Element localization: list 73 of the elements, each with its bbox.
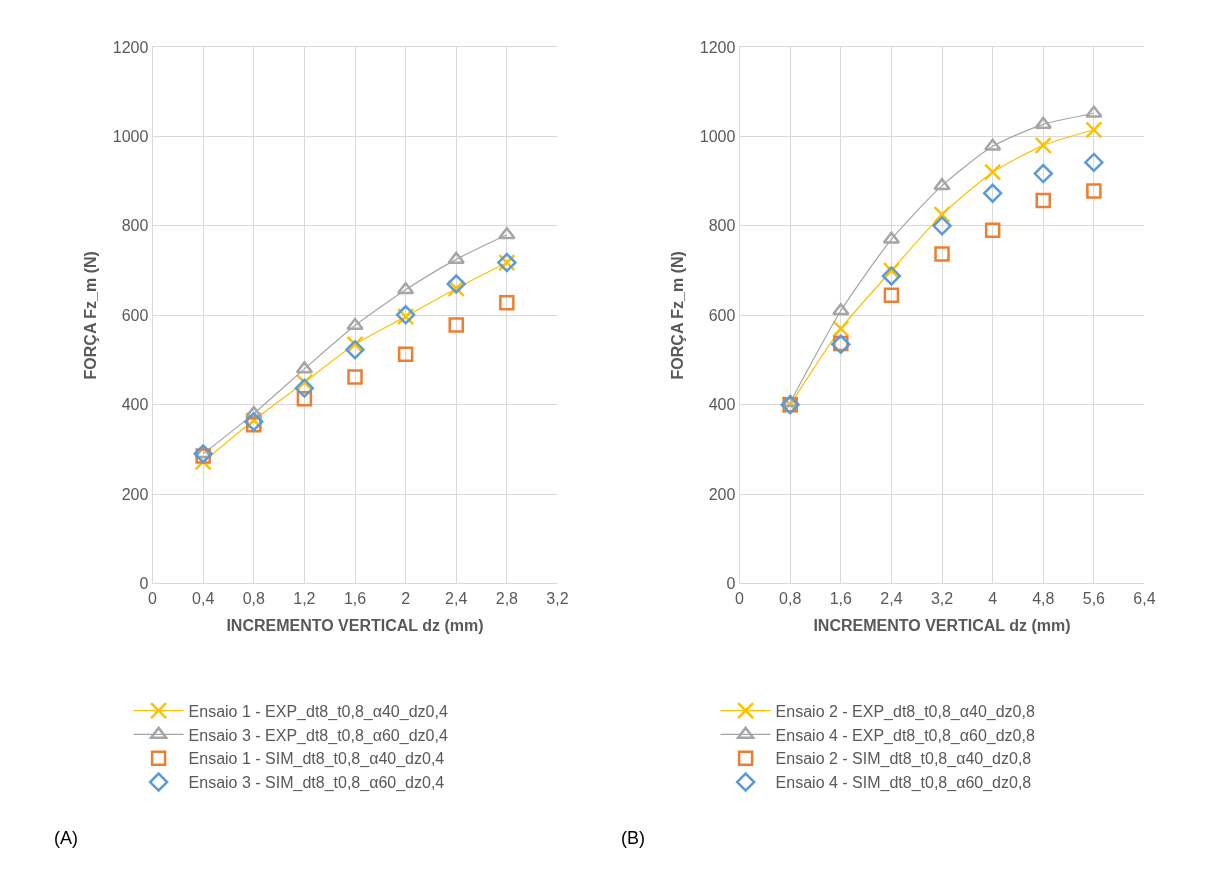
- legend-label: Ensaio 3 - SIM_dt8_t0,8_α60_dz0,4: [188, 774, 445, 793]
- point: [932, 216, 952, 236]
- y-tick-label: 400: [708, 396, 736, 414]
- point: [448, 317, 464, 333]
- x-tick-label: 2,8: [495, 589, 519, 607]
- x-tick-label: 6,4: [1133, 589, 1156, 607]
- point: [1034, 136, 1053, 155]
- x-tick-label: 1,6: [829, 589, 853, 607]
- x-tick-label: 0,8: [242, 589, 265, 607]
- legend-label: Ensaio 4 - EXP_dt8_t0,8_α60_dz0,8: [775, 726, 1035, 745]
- point: [934, 246, 950, 262]
- x-tick-label: 2,4: [445, 589, 468, 607]
- x-tick-label: 0,4: [192, 589, 215, 607]
- legend-label: Ensaio 1 - SIM_dt8_t0,8_α40_dz0,4: [188, 750, 445, 769]
- y-tick-label: 800: [708, 217, 736, 235]
- point: [933, 205, 951, 224]
- point: [881, 266, 902, 286]
- point: [984, 222, 1001, 239]
- point: [982, 183, 1003, 203]
- legend-label: Ensaio 2 - EXP_dt8_t0,8_α40_dz0,8: [775, 702, 1035, 721]
- x-tick-label: 2,4: [880, 589, 903, 607]
- y-axis-title: FORÇA Fz_m (N): [668, 251, 686, 380]
- point: [499, 295, 515, 311]
- point: [296, 391, 313, 407]
- x-axis-title: INCREMENTO VERTICAL dz (mm): [813, 617, 1071, 635]
- y-tick-label: 200: [121, 485, 149, 503]
- point: [447, 251, 465, 264]
- point: [397, 346, 414, 362]
- point: [933, 177, 951, 191]
- x-tick-label: 1,6: [343, 589, 367, 607]
- y-tick-label: 1000: [699, 128, 736, 146]
- y-tick-label: 0: [139, 575, 149, 593]
- y-tick-label: 800: [121, 217, 149, 235]
- point: [1084, 152, 1104, 173]
- x-tick-label: 2: [401, 589, 411, 607]
- legend-label: Ensaio 2 - SIM_dt8_t0,8_α40_dz0,8: [775, 750, 1032, 769]
- point: [346, 317, 364, 331]
- y-tick-label: 1000: [112, 128, 149, 146]
- y-tick-label: 400: [121, 396, 149, 414]
- point: [883, 287, 900, 303]
- y-tick-label: 600: [121, 306, 149, 324]
- point: [1085, 121, 1103, 139]
- x-tick-label: 1,2: [293, 589, 316, 607]
- point: [1033, 163, 1053, 184]
- x-tick-label: 3,2: [930, 589, 954, 607]
- point: [1086, 183, 1102, 199]
- legend-label: Ensaio 4 - SIM_dt8_t0,8_α60_dz0,8: [775, 774, 1032, 793]
- y-axis-title: FORÇA Fz_m (N): [81, 251, 99, 380]
- y-tick-label: 0: [726, 575, 736, 593]
- point: [498, 227, 516, 240]
- point: [347, 369, 363, 385]
- point: [294, 378, 315, 398]
- point: [446, 274, 466, 294]
- x-tick-label: 3,2: [546, 589, 569, 607]
- x-tick-label: 4: [988, 589, 998, 607]
- x-tick-label: 5,6: [1082, 589, 1106, 607]
- y-tick-label: 1200: [112, 38, 149, 56]
- point: [1085, 105, 1103, 118]
- point: [983, 163, 1002, 181]
- x-tick-label: 0,8: [779, 589, 802, 607]
- point: [832, 319, 850, 338]
- point: [832, 303, 850, 316]
- point: [1035, 192, 1052, 209]
- x-tick-label: 4,8: [1032, 589, 1055, 607]
- y-tick-label: 200: [708, 485, 736, 503]
- legend-label: Ensaio 3 - EXP_dt8_t0,8_α60_dz0,4: [188, 726, 448, 745]
- point: [345, 339, 365, 360]
- text: (B): [621, 828, 645, 848]
- text: (A): [54, 828, 78, 848]
- y-tick-label: 1200: [699, 38, 736, 56]
- x-axis-title: INCREMENTO VERTICAL dz (mm): [226, 617, 484, 635]
- legend-label: Ensaio 1 - EXP_dt8_t0,8_α40_dz0,4: [188, 702, 448, 721]
- y-tick-label: 600: [708, 306, 736, 324]
